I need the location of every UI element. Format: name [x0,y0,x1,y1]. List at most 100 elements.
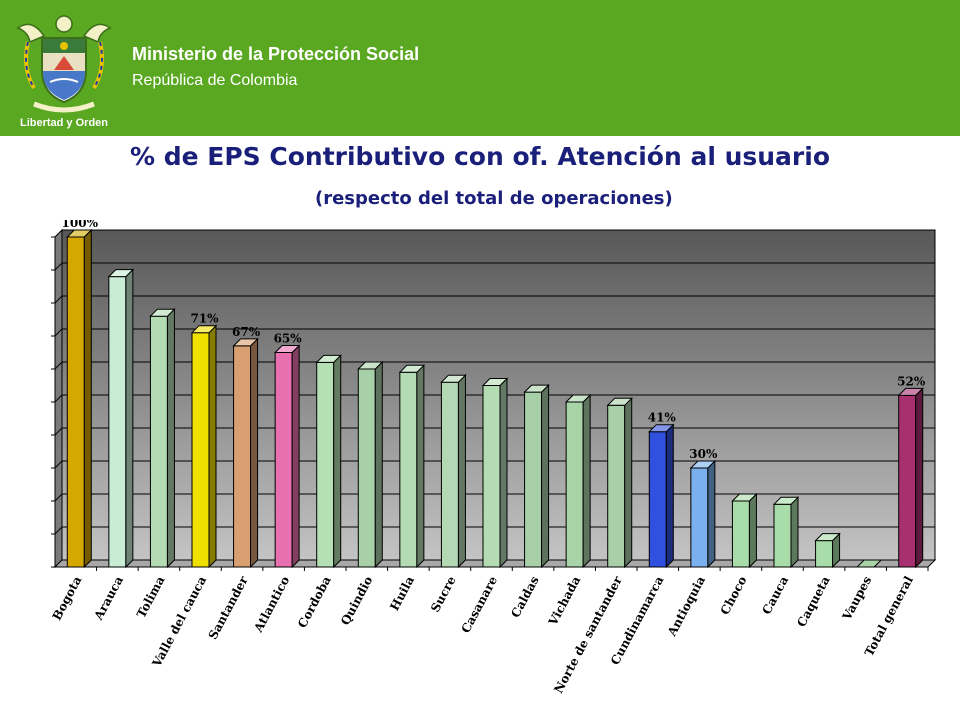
bar-caqueta [815,540,834,568]
country-name: República de Colombia [132,72,298,89]
header-bar: Libertad y Orden Ministerio de la Protec… [0,0,960,136]
x-tick-label: Caqueta [794,574,832,630]
bar-side [707,459,716,569]
bar-side [748,492,757,569]
gridline [54,493,63,502]
x-tick-label: Vichada [545,574,583,629]
bar-side [624,397,633,569]
bar-choco [731,500,750,568]
x-tick-label: Caldas [508,574,542,620]
bar-side [83,228,92,569]
bar-caldas [524,391,543,568]
bar-top [689,460,717,469]
x-tick-label: Atlantico [251,574,293,635]
x-tick-label: Sucre [428,574,459,615]
bar-side [915,387,924,569]
data-label: 52% [897,374,926,388]
bar-santander [233,345,252,568]
bar-side [665,423,674,569]
gridline [54,460,63,469]
bar-top [273,345,301,353]
gridline [54,328,63,337]
chart-subtitle: (respecto del total de operaciones) [315,188,673,209]
bar-top [107,269,135,278]
x-tick-label: Bogota [50,574,85,623]
gridline [54,262,63,271]
data-label: 41% [648,411,677,425]
bar-top [190,325,218,334]
x-tick-label: Santander [206,573,251,642]
bar-atlantico [274,352,293,568]
gridline [54,394,63,403]
bar-antioquia [690,467,709,568]
bar-side [499,377,508,569]
bar-side [125,268,134,569]
bar-top [772,496,800,505]
bar-top [149,308,176,317]
bar-vichada [565,401,584,568]
bar-bogota [66,236,85,568]
bar-side [541,383,550,569]
bar-total-general [898,394,917,568]
bar-side [790,496,799,569]
bar-top [398,364,426,373]
gridline [54,526,63,535]
bar-tolima [149,315,168,568]
x-tick-label: Cauca [759,574,791,617]
coat-of-arms-icon: Libertad y Orden [16,15,112,129]
bar-top [606,397,633,406]
bar-side [333,354,342,569]
x-tick-label: Huila [387,574,417,613]
bar-top [481,378,509,386]
bar-side [374,360,383,569]
gridline [54,427,63,436]
x-tick-label: Tolima [134,574,168,621]
data-label: 30% [689,447,718,461]
bar-top [315,354,342,363]
bar-top [897,387,924,396]
bar-top [648,424,675,433]
chart-title: % de EPS Contributivo con of. Atención a… [129,142,831,171]
bar-side [208,324,217,569]
bar-cundinamarca [648,431,667,568]
x-tick-label: Vaupes [839,574,874,624]
gridline [54,361,63,370]
bar-top [523,384,550,393]
x-tick-label: Cordoba [295,574,334,631]
bar-valle-del-cauca [191,332,210,568]
gridline [54,295,63,304]
bar-huila [399,371,418,568]
bar-top [232,338,259,347]
data-label: 67% [232,325,261,339]
bar-quindio [357,368,376,568]
bar-cauca [773,503,792,568]
bar-side [416,364,425,569]
bar-side [291,344,300,569]
bar-top [731,493,758,502]
x-tick-label: Casanare [459,574,501,636]
bar-top [564,394,592,403]
x-tick-label: Antioquia [664,574,708,640]
bar-zero [855,559,883,568]
bar-casanare [482,385,501,568]
bar-cordoba [316,361,335,568]
data-label: 65% [274,332,303,346]
organization-name: Ministerio de la Protección Social [132,44,420,64]
bar-sucre [440,381,459,568]
bar-side [582,393,591,569]
x-tick-label: Arauca [91,574,126,623]
bar-side [457,373,466,569]
data-label: 71% [190,312,219,326]
data-label: 100% [62,220,99,230]
svg-text:Libertad y Orden: Libertad y Orden [20,117,108,129]
bar-top [66,229,93,238]
bar-arauca [108,276,127,568]
x-tick-label: Quindio [338,574,375,628]
bar-norte-de-santander [607,404,626,568]
bar-top [440,374,467,383]
bar-side [166,307,175,569]
bar-top [814,533,841,542]
bar-side [250,337,259,569]
bar-top [357,361,384,370]
